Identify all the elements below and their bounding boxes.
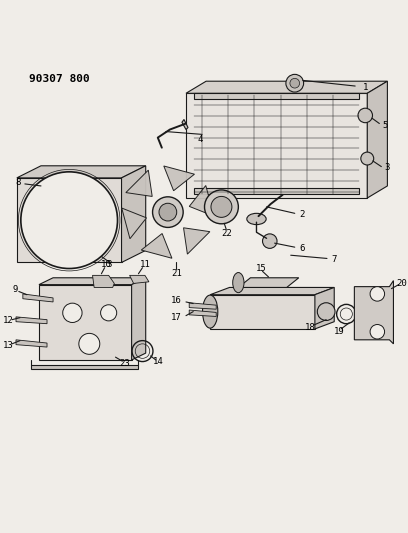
- Polygon shape: [23, 294, 53, 302]
- Ellipse shape: [202, 295, 218, 328]
- Text: 3: 3: [107, 260, 112, 269]
- Circle shape: [159, 203, 177, 221]
- Text: 10: 10: [101, 261, 112, 269]
- Text: 3: 3: [385, 163, 390, 172]
- Polygon shape: [194, 188, 359, 194]
- Polygon shape: [210, 287, 334, 295]
- Text: 2: 2: [299, 211, 305, 220]
- Circle shape: [370, 287, 385, 301]
- Circle shape: [79, 333, 100, 354]
- Polygon shape: [189, 303, 216, 309]
- Polygon shape: [367, 81, 388, 198]
- Text: 9: 9: [12, 285, 18, 294]
- Circle shape: [153, 197, 183, 228]
- Polygon shape: [355, 280, 393, 344]
- Text: 4: 4: [197, 135, 203, 144]
- Text: 20: 20: [396, 279, 407, 288]
- Circle shape: [361, 152, 374, 165]
- Polygon shape: [238, 278, 299, 287]
- Circle shape: [63, 303, 82, 322]
- Text: 14: 14: [153, 358, 164, 367]
- Text: 18: 18: [305, 323, 315, 332]
- Circle shape: [204, 190, 238, 224]
- Polygon shape: [17, 166, 146, 178]
- Polygon shape: [17, 178, 122, 262]
- Polygon shape: [132, 278, 146, 360]
- Circle shape: [286, 75, 304, 92]
- Text: 7: 7: [332, 255, 337, 264]
- Polygon shape: [126, 170, 152, 197]
- Polygon shape: [93, 276, 114, 287]
- Polygon shape: [39, 285, 132, 360]
- Polygon shape: [189, 310, 216, 317]
- Text: 11: 11: [140, 261, 151, 269]
- Text: 5: 5: [383, 121, 388, 130]
- Circle shape: [262, 234, 277, 248]
- Polygon shape: [315, 287, 334, 329]
- Text: 23: 23: [120, 359, 130, 368]
- Text: 16: 16: [171, 296, 181, 305]
- Polygon shape: [164, 166, 195, 191]
- Polygon shape: [141, 233, 172, 259]
- Text: 12: 12: [2, 317, 13, 325]
- Text: 21: 21: [171, 269, 182, 278]
- Text: 8: 8: [15, 178, 20, 187]
- Polygon shape: [39, 278, 146, 285]
- Polygon shape: [16, 340, 47, 347]
- Polygon shape: [130, 276, 149, 284]
- Polygon shape: [186, 93, 367, 198]
- Circle shape: [317, 303, 335, 320]
- Polygon shape: [184, 228, 210, 254]
- Ellipse shape: [233, 272, 244, 293]
- Circle shape: [211, 196, 232, 217]
- Polygon shape: [186, 81, 388, 93]
- Circle shape: [370, 325, 385, 339]
- Polygon shape: [182, 119, 188, 130]
- Text: 22: 22: [222, 229, 233, 238]
- Polygon shape: [194, 93, 359, 99]
- Text: 15: 15: [256, 264, 267, 272]
- Polygon shape: [189, 185, 214, 216]
- Polygon shape: [210, 295, 315, 329]
- Circle shape: [101, 305, 117, 321]
- Text: 90307 800: 90307 800: [29, 74, 90, 84]
- Text: 1: 1: [363, 83, 368, 92]
- Polygon shape: [122, 208, 146, 239]
- Circle shape: [21, 172, 118, 269]
- Ellipse shape: [247, 213, 266, 224]
- Polygon shape: [16, 317, 47, 324]
- Polygon shape: [31, 365, 137, 369]
- Polygon shape: [122, 166, 146, 262]
- Text: 13: 13: [2, 341, 13, 350]
- Circle shape: [358, 108, 373, 123]
- Text: 17: 17: [171, 313, 181, 322]
- Text: 6: 6: [299, 244, 305, 253]
- Text: 19: 19: [334, 327, 344, 336]
- Circle shape: [290, 78, 299, 88]
